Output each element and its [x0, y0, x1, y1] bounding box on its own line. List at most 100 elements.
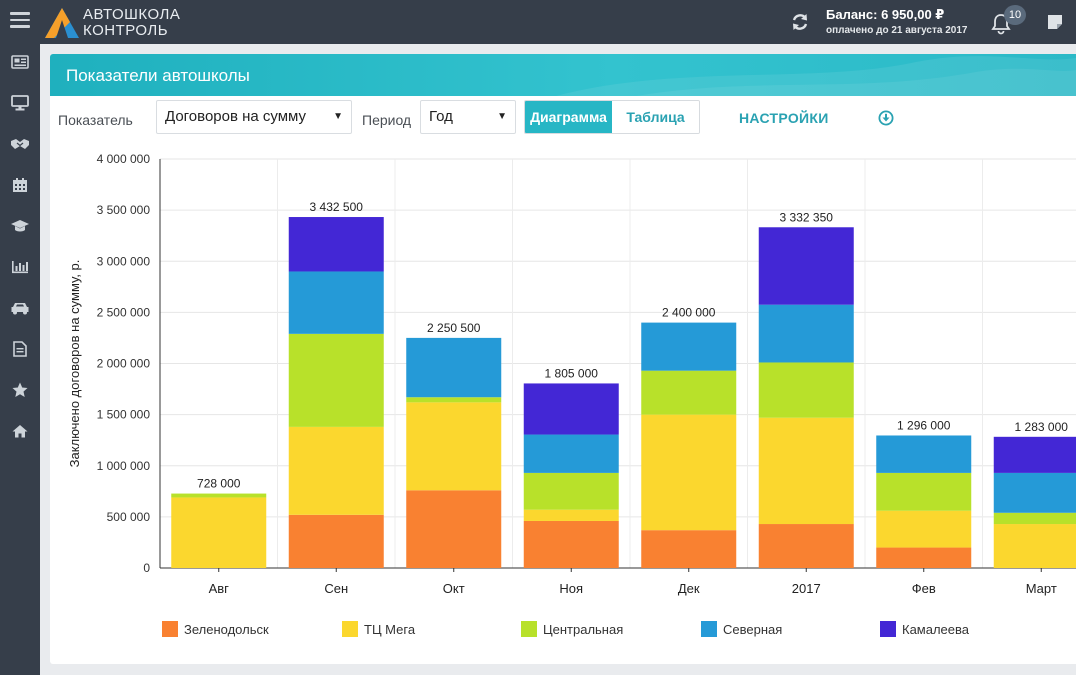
legend-item[interactable]: ТЦ Мега [342, 619, 415, 639]
bar-total-label: 1 296 000 [897, 418, 951, 432]
bar-segment [641, 414, 737, 531]
y-tick-label: 500 000 [107, 510, 151, 524]
notifications-button[interactable]: 10 [990, 5, 1026, 36]
sidebar-item-home[interactable] [0, 419, 40, 443]
legend-item[interactable]: Центральная [521, 619, 623, 639]
x-tick-label: Авг [209, 581, 230, 596]
legend-swatch [342, 621, 358, 637]
bar-segment [993, 436, 1076, 473]
refresh-icon[interactable] [790, 12, 810, 32]
bar-total-label: 2 400 000 [662, 306, 716, 320]
bar-segment [758, 417, 854, 525]
legend-label: Северная [723, 621, 783, 637]
sidebar-item-students[interactable] [0, 214, 40, 238]
x-tick-label: Фев [912, 581, 936, 596]
bar-total-label: 3 332 350 [780, 210, 834, 224]
chart-view-button[interactable]: Диаграмма [525, 101, 612, 133]
x-tick-label: Сен [324, 581, 348, 596]
bar-total-label: 3 432 500 [310, 200, 364, 214]
legend-item[interactable]: Камалеева [880, 619, 969, 639]
calendar-icon [13, 178, 27, 192]
legend-swatch [162, 621, 178, 637]
hamburger-menu-icon[interactable] [10, 12, 30, 30]
x-tick-label: Март [1026, 581, 1057, 596]
dropdown-arrow-icon: ▼ [333, 111, 343, 122]
y-tick-label: 3 000 000 [97, 254, 151, 268]
sidebar-item-cars[interactable] [0, 296, 40, 320]
indicator-label: Показатель [58, 112, 133, 128]
x-tick-label: Окт [443, 581, 465, 596]
indicator-select[interactable]: Договоров на сумму ▼ [156, 100, 352, 134]
bar-segment [993, 472, 1076, 513]
document-icon [13, 341, 27, 357]
sidebar-item-monitor[interactable] [0, 91, 40, 115]
bar-total-label: 1 283 000 [1015, 420, 1069, 434]
bar-segment [523, 520, 619, 568]
handshake-icon [11, 139, 29, 149]
bar-chart-icon [12, 261, 28, 274]
logo[interactable]: АВТОШКОЛА КОНТРОЛЬ [43, 6, 193, 40]
header-wave-decoration [556, 56, 1076, 96]
bar-segment [758, 524, 854, 568]
bar-segment [641, 530, 737, 568]
bar-segment [406, 402, 502, 491]
bar-segment [876, 547, 972, 568]
sidebar-item-news[interactable] [0, 50, 40, 74]
period-label: Период [362, 112, 412, 128]
sidebar-item-favorites[interactable] [0, 378, 40, 402]
legend-item[interactable]: Северная [701, 619, 782, 639]
top-bar: АВТОШКОЛА КОНТРОЛЬ Баланс: 6 950,00 ₽ оп… [0, 0, 1076, 44]
period-select[interactable]: Год ▼ [420, 100, 516, 134]
bar-segment [758, 304, 854, 363]
bar-total-label: 728 000 [197, 477, 241, 491]
sidebar-item-documents[interactable] [0, 337, 40, 361]
view-toggle: Диаграмма Таблица [524, 100, 700, 134]
settings-link[interactable]: НАСТРОЙКИ [739, 110, 829, 126]
x-tick-label: Ноя [559, 581, 583, 596]
legend-swatch [521, 621, 537, 637]
y-tick-label: 2 500 000 [97, 305, 151, 319]
y-tick-label: 2 000 000 [97, 357, 151, 371]
bar-segment [406, 337, 502, 398]
dropdown-arrow-icon: ▼ [497, 111, 507, 122]
legend-item[interactable]: Зеленодольск [162, 619, 269, 639]
period-select-value: Год [429, 108, 453, 125]
notification-badge: 10 [1004, 5, 1026, 25]
contracts-bar-chart: 0 500 000 1 000 000 1 500 000 2 000 000 2 500… [67, 152, 1076, 596]
bar-segment [523, 383, 619, 435]
y-tick-label: 1 500 000 [97, 408, 151, 422]
panel-header: Показатели автошколы [50, 54, 1076, 96]
legend-swatch [701, 621, 717, 637]
bar-segment [876, 510, 972, 548]
y-tick-label: 1 000 000 [97, 459, 151, 473]
x-tick-label: 2017 [792, 581, 821, 596]
logo-mark-icon [45, 8, 79, 38]
legend-label: Зеленодольск [184, 621, 269, 637]
graduation-cap-icon [11, 220, 29, 232]
bar-segment [876, 435, 972, 473]
download-icon[interactable] [878, 110, 894, 126]
sticky-note-icon[interactable] [1046, 13, 1064, 31]
bar-segment [758, 362, 854, 418]
sidebar-item-deals[interactable] [0, 132, 40, 156]
indicator-select-value: Договоров на сумму [165, 108, 307, 125]
logo-line1: АВТОШКОЛА [83, 6, 181, 23]
bar-segment [523, 472, 619, 510]
panel-title: Показатели автошколы [66, 66, 250, 85]
bar-segment [288, 217, 384, 272]
y-tick-label: 4 000 000 [97, 152, 151, 166]
bar-segment [171, 497, 267, 568]
legend-label: Центральная [543, 621, 624, 637]
sidebar-item-statistics[interactable] [0, 255, 40, 279]
bar-segment [288, 333, 384, 427]
sidebar [0, 44, 40, 675]
sidebar-item-calendar[interactable] [0, 173, 40, 197]
monitor-icon [11, 95, 29, 111]
y-tick-label: 0 [143, 561, 150, 575]
school-indicators-panel: Показатели автошколы Показатель Договоро… [50, 54, 1076, 664]
bar-segment [876, 472, 972, 511]
bar-segment [641, 370, 737, 415]
bar-segment [993, 524, 1076, 568]
bar-total-label: 2 250 500 [427, 321, 481, 335]
table-view-button[interactable]: Таблица [612, 101, 699, 133]
